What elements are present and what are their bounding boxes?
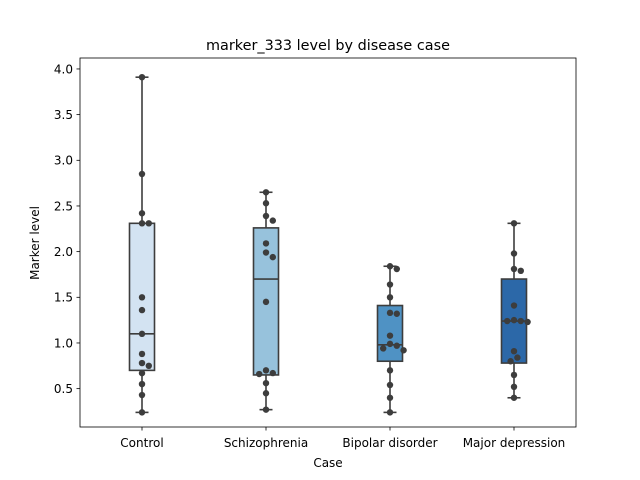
data-point [138,220,146,227]
y-tick-label: 1.5 [54,291,73,305]
data-point [386,281,394,288]
data-point [138,350,146,358]
data-point [138,369,146,377]
data-point [393,342,400,349]
data-point [510,347,518,355]
plot-frame [79,57,577,428]
y-tick-label: 3.5 [54,108,73,122]
data-point [386,332,394,339]
x-tick-label: Major depression [463,436,566,450]
data-point [138,359,146,367]
data-point [262,200,270,207]
box-major-depression [500,222,528,399]
data-point [262,240,270,247]
data-point [138,294,146,301]
data-point [504,317,511,325]
data-point [386,340,394,348]
data-point [510,302,518,309]
data-point [517,267,524,275]
data-point [138,380,146,388]
x-tick-label: Control [120,436,163,450]
y-tick-label: 2.0 [54,245,73,259]
y-tick-label: 1.0 [54,336,73,350]
y-tick-label: 0.5 [54,382,73,396]
data-point [262,406,270,413]
data-point [510,383,518,391]
data-point [269,369,276,377]
data-point [138,306,146,314]
data-point [510,265,518,273]
data-point [262,249,270,256]
data-point [138,73,146,81]
data-point [393,265,400,273]
data-point [269,217,276,224]
data-point [510,250,518,257]
data-point [386,367,394,374]
x-tick-label: Schizophrenia [224,436,308,450]
data-point [524,318,531,326]
data-point [517,317,524,325]
data-point [386,294,394,301]
box-bipolar-disorder [376,265,404,414]
data-point [262,379,270,387]
data-point [510,394,518,401]
data-point [262,390,270,397]
y-tick-label: 2.5 [54,199,73,213]
data-point [262,212,270,220]
chart-title: marker_333 level by disease case [206,38,450,54]
x-tick-label: Bipolar disorder [342,436,437,450]
data-point [386,263,394,270]
data-point [138,330,146,338]
data-point [510,316,518,324]
data-point [514,354,521,361]
data-point [386,381,394,389]
data-point [510,371,518,379]
data-point [256,370,263,378]
data-point [138,210,146,217]
data-point [262,189,270,196]
data-point [380,345,387,352]
y-tick-label: 4.0 [54,62,73,76]
data-point [386,309,394,317]
data-point [507,358,514,365]
y-axis-label: Marker level [28,206,42,280]
data-point [386,409,394,416]
y-tick-label: 3.0 [54,154,73,168]
data-point [510,220,518,227]
data-point [138,391,146,399]
data-point [145,220,152,227]
data-point [262,367,270,374]
data-point [400,347,407,354]
x-axis-label: Case [313,456,342,470]
data-point [269,253,276,261]
data-point [145,362,152,370]
data-point [138,170,146,178]
data-point [393,310,400,317]
plot-area: 0.5 1.0 1.5 2.0 2.5 3.0 3.5 4.0 Control Schizophr… [54,57,577,450]
data-point [138,409,146,416]
data-point [386,394,394,401]
data-point [262,298,270,306]
